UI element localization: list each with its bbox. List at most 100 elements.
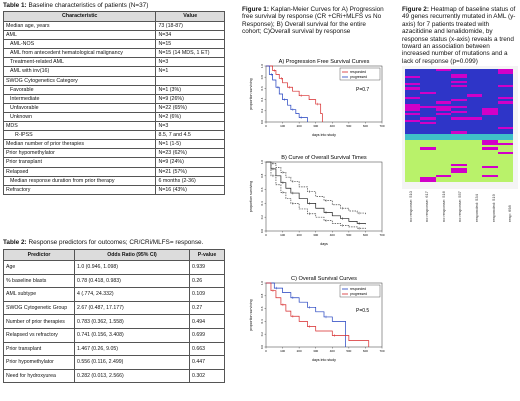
heatmap-cell [497, 140, 513, 143]
characteristic-cell: R-IPSS [2, 130, 157, 141]
heatmap-cell [497, 133, 513, 136]
characteristic-cell: Median number of prior therapies [2, 139, 157, 150]
table2-row: % baseline blasts 0.78 (0.418, 0.983) 0.26 [3, 273, 225, 289]
heatmap-cell [435, 124, 452, 127]
heatmap-cell [451, 119, 467, 123]
heatmap-cell [451, 82, 467, 86]
characteristic-cell: Relapsed [2, 166, 157, 177]
km-series-line [266, 282, 370, 347]
heatmap-cell [420, 103, 436, 106]
heatmap-cell [451, 85, 467, 88]
heatmap-cell [482, 124, 498, 127]
x-tick-label: 200 [297, 349, 302, 353]
heatmap-cell [435, 158, 452, 162]
heatmap-cell [482, 94, 498, 97]
heatmap-cell [435, 128, 452, 132]
characteristic-cell: AML from antecedent hematological malign… [2, 48, 157, 59]
heatmap-cell [482, 73, 498, 76]
heatmap-cell [497, 179, 513, 182]
heatmap-cell [435, 87, 452, 90]
heatmap-cell [497, 101, 513, 104]
characteristic-cell: Median response duration from prior ther… [2, 175, 157, 186]
heatmap-cell [497, 154, 513, 157]
heatmap-cell [451, 152, 467, 155]
heatmap-cell [466, 152, 483, 155]
odds-ratio-cell: 0.282 (0.013, 2.566) [74, 368, 190, 384]
heatmap-cell [435, 131, 452, 134]
predictor-cell: SWOG Cytogenetic Group [3, 300, 75, 316]
heatmap-cell [466, 170, 483, 173]
y-axis-label: proportion surviving [249, 181, 253, 212]
table1-row: Refractory N=16 (43%) [2, 184, 225, 195]
heatmap-cell [405, 112, 421, 116]
heatmap-cell [435, 170, 452, 173]
characteristic-cell: Unfavorable [2, 102, 157, 113]
heatmap-cell [497, 124, 513, 127]
heatmap-cell [420, 142, 436, 146]
legend-entry: progressed [350, 75, 367, 79]
figure2-caption-text: Heatmap of baseline status of 49 genes r… [402, 6, 516, 65]
table2-row: Prior transplant 1.467 (0.26, 9.05) 0.663 [3, 341, 225, 357]
heatmap-cell [420, 156, 436, 159]
heatmap-cell [405, 78, 421, 81]
table2-body: Age 1.0 (0.946, 1.098) 0.939% baseline bla… [3, 260, 225, 384]
heatmap-cell [466, 110, 483, 113]
heatmap-cell [497, 73, 513, 76]
heatmap-x-labels: no response: 510 no response: 617 no respo… [402, 190, 518, 222]
heatmap-cell [451, 94, 467, 97]
heatmap-cell [466, 73, 483, 76]
heatmap-cell [435, 94, 452, 97]
characteristic-cell: AML-NOS [2, 39, 157, 50]
heatmap-cell [451, 142, 467, 146]
pfs-km-plot: A) Progression Free Survival Curves 0 100 2… [249, 59, 385, 137]
heatmap-cell [405, 92, 421, 95]
heatmap-cell [435, 92, 452, 95]
heatmap-cell [405, 124, 421, 127]
y-tick-label: 0.8 [260, 293, 264, 298]
heatmap-cell [497, 115, 513, 118]
heatmap-cell [420, 117, 436, 120]
heatmap-cell [405, 82, 421, 86]
heatmap-cell [497, 98, 513, 102]
table1-header-value: Value [155, 11, 225, 22]
y-tick-label: 0.8 [260, 173, 264, 178]
heatmap-cell [451, 73, 467, 76]
heatmap-x-label: no response: 516 [440, 191, 446, 222]
heatmap-cell [497, 165, 513, 169]
table1-caption: Table 1: Baseline characteristics of pat… [3, 2, 233, 9]
characteristic-cell: Intermediate [2, 93, 157, 104]
x-tick-label: 600 [363, 124, 368, 128]
heatmap-cell [420, 177, 436, 180]
heatmap-cell [482, 117, 498, 120]
heatmap-cell [497, 175, 513, 178]
heatmap-cell [405, 133, 421, 136]
heatmap-cell [497, 69, 513, 72]
heatmap-cell [482, 154, 498, 157]
heatmap-cell [497, 119, 513, 123]
heatmap-cell [482, 80, 498, 83]
heatmap-cell [435, 145, 452, 148]
table2-caption-text: Response predictors for outcomes; CR/CRi… [26, 239, 204, 246]
heatmap-cell [435, 105, 452, 109]
table1-row: R-IPSS 8.5, 7 and 4.5 [2, 130, 225, 141]
heatmap-cell [420, 131, 436, 134]
heatmap-cell [482, 92, 498, 95]
heatmap-cell [420, 108, 436, 111]
characteristic-cell: Prior hypomethylator [2, 148, 157, 159]
heatmap-cell [435, 175, 452, 178]
heatmap-cell [482, 126, 498, 129]
heatmap-cell [451, 138, 467, 141]
heatmap-cell [497, 103, 513, 106]
heatmap-cell [405, 98, 421, 102]
heatmap-cell [497, 112, 513, 116]
heatmap-cell [405, 168, 421, 171]
heatmap-cell [466, 71, 483, 74]
heatmap-cell [420, 71, 436, 74]
heatmap-cell [466, 161, 483, 164]
heatmap-cell [482, 170, 498, 173]
table2-header-predictor: Predictor [3, 249, 75, 261]
heatmap-cell [405, 101, 421, 104]
odds-ratio-cell: 1.467 (0.26, 9.05) [74, 341, 190, 357]
value-cell: N=22 (65%) [155, 102, 225, 113]
heatmap-cell [420, 140, 436, 143]
